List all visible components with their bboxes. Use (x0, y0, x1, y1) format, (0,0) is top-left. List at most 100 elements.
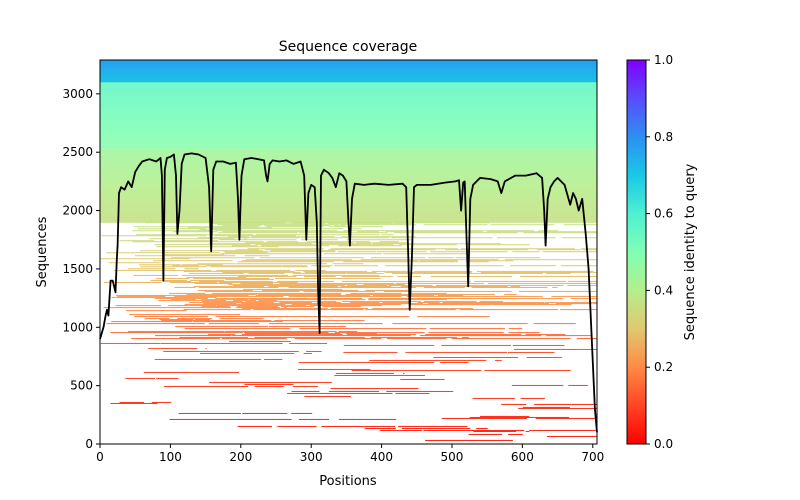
alignment-row (100, 114, 597, 116)
alignment-row (193, 321, 283, 323)
alignment-row (220, 253, 318, 255)
alignment-row (473, 430, 517, 432)
alignment-row (100, 133, 597, 135)
alignment-row (184, 328, 290, 330)
alignment-row (430, 275, 513, 277)
alignment-row (100, 191, 597, 193)
alignment-row (190, 279, 225, 281)
alignment-row (461, 337, 469, 339)
alignment-row (398, 425, 468, 427)
alignment-row (395, 282, 484, 284)
alignment-row (304, 395, 351, 397)
alignment-row (199, 280, 273, 282)
alignment-row (356, 242, 407, 244)
alignment-row (242, 412, 288, 414)
alignment-row (343, 230, 448, 232)
alignment-row (423, 224, 488, 226)
alignment-row (100, 150, 597, 152)
coverage-line (99, 152, 598, 433)
alignment-row (100, 111, 597, 113)
alignment-row (110, 402, 158, 404)
alignment-row (100, 109, 597, 111)
alignment-row (208, 334, 236, 336)
alignment-row (442, 302, 545, 304)
alignment-row (237, 306, 278, 308)
alignment-row (100, 195, 597, 197)
alignment-row (235, 307, 280, 309)
alignment-row (215, 230, 338, 232)
alignment-row (504, 293, 517, 295)
alignment-row (284, 307, 287, 309)
alignment-row (100, 85, 597, 87)
alignment-row (423, 301, 477, 303)
alignment-row (100, 87, 597, 89)
alignment-row (100, 173, 597, 175)
alignment-row (100, 171, 597, 173)
alignment-row (385, 231, 483, 233)
y-axis-label: Sequences (35, 216, 50, 287)
alignment-row (132, 241, 264, 243)
colorbar-tick-label: 0.4 (654, 283, 673, 297)
alignment-row (334, 374, 425, 376)
alignment-row (100, 185, 597, 187)
alignment-row (178, 412, 242, 414)
alignment-row (137, 228, 206, 230)
alignment-row (245, 242, 354, 244)
alignment-row (193, 285, 264, 287)
alignment-row (279, 302, 312, 304)
alignment-row (411, 293, 495, 295)
alignment-row (401, 427, 471, 429)
alignment-row (334, 225, 346, 227)
y-tick-label: 2000 (62, 204, 93, 218)
alignment-row (199, 352, 295, 354)
alignment-row (156, 377, 179, 379)
alignment-row (311, 265, 333, 267)
alignment-row (100, 127, 597, 129)
alignment-row (100, 189, 597, 191)
alignment-row (219, 239, 297, 241)
alignment-row (291, 412, 313, 414)
alignment-row (476, 427, 488, 429)
alignment-row (233, 300, 257, 302)
alignment-row (526, 356, 563, 358)
alignment-row (119, 401, 144, 403)
alignment-row (100, 106, 597, 108)
alignment-row (155, 335, 232, 337)
alignment-row (100, 61, 597, 62)
alignment-row (145, 222, 285, 224)
alignment-row (510, 265, 557, 267)
alignment-row (495, 359, 502, 361)
alignment-row (221, 338, 287, 340)
alignment-row (100, 113, 597, 115)
alignment-row (310, 305, 383, 307)
alignment-row (508, 332, 540, 334)
alignment-row (582, 249, 597, 251)
alignment-row (100, 63, 597, 64)
alignment-row (235, 249, 259, 251)
alignment-row (100, 258, 190, 260)
alignment-row (208, 243, 312, 245)
alignment-row (386, 338, 447, 340)
alignment-row (403, 372, 405, 374)
alignment-row (133, 274, 178, 276)
alignment-row (258, 300, 277, 302)
alignment-row (255, 244, 317, 246)
alignment-row (100, 158, 597, 160)
alignment-row (201, 301, 243, 303)
alignment-row (546, 335, 591, 337)
alignment-row (244, 238, 247, 240)
alignment-row (395, 392, 430, 394)
alignment-row (103, 307, 232, 309)
y-tick-label: 500 (70, 379, 93, 393)
alignment-row (100, 118, 597, 120)
alignment-row (298, 418, 330, 420)
alignment-row (100, 130, 597, 132)
alignment-row (100, 145, 597, 147)
alignment-row (115, 305, 161, 307)
alignment-row (323, 253, 382, 255)
colorbar-tick-label: 0.6 (654, 207, 673, 221)
alignment-row (241, 260, 318, 262)
alignment-row (360, 259, 499, 261)
alignment-row (100, 174, 597, 176)
alignment-row (347, 228, 362, 230)
